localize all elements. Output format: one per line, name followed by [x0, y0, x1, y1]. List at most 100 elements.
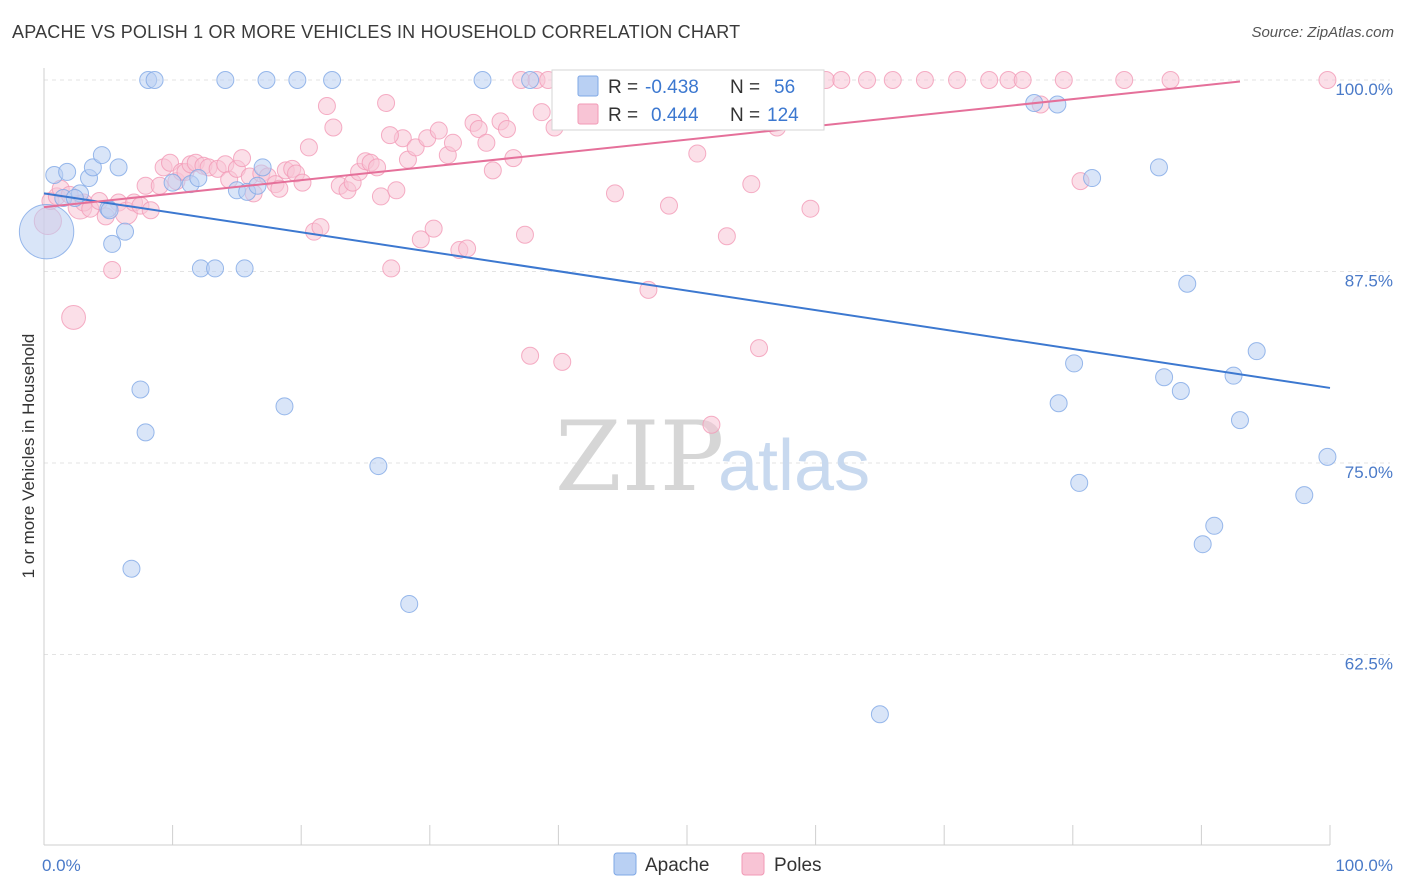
y-axis-label: 1 or more Vehicles in Household	[19, 334, 38, 579]
legend-apache-swatch	[613, 852, 637, 876]
apache-trend-line	[43, 192, 1331, 389]
x-tick-label: 100.0%	[1335, 856, 1393, 875]
apache-point	[1247, 342, 1266, 361]
stats-apache-r-label: R =	[608, 77, 638, 98]
chart-title: APACHE VS POLISH 1 OR MORE VEHICLES IN H…	[12, 22, 741, 42]
stats-apache-swatch	[577, 75, 599, 97]
poles-point	[532, 103, 551, 122]
apache-point	[109, 158, 128, 177]
apache-point	[275, 397, 294, 416]
poles-point	[377, 93, 396, 112]
apache-point	[116, 222, 135, 241]
apache-point	[131, 380, 150, 399]
apache-point	[216, 71, 235, 89]
apache-point	[1049, 394, 1068, 413]
poles-point	[497, 120, 516, 139]
poles-point	[483, 161, 502, 180]
apache-points	[18, 71, 1337, 724]
apache-point	[122, 559, 141, 578]
poles-point	[458, 239, 477, 258]
apache-point	[235, 259, 254, 278]
stats-poles-r-value: 0.444	[651, 105, 699, 126]
series-legend: Apache Poles	[613, 852, 822, 876]
stats-apache-n-value: 56	[774, 77, 795, 98]
y-tick-label: 100.0%	[1335, 80, 1393, 99]
poles-point	[429, 121, 448, 140]
poles-point	[521, 346, 540, 365]
apache-point	[100, 201, 119, 220]
poles-point	[324, 118, 343, 137]
stats-poles-r-label: R =	[608, 105, 638, 126]
poles-point	[233, 149, 252, 168]
stats-poles-n-value: 124	[767, 105, 799, 126]
apache-point	[257, 71, 276, 89]
stats-poles-n-label: N =	[730, 105, 760, 126]
poles-point	[915, 71, 934, 89]
apache-point	[473, 71, 492, 89]
source-label: Source: ZipAtlas.com	[1251, 24, 1394, 41]
poles-point	[477, 133, 496, 152]
poles-point	[293, 173, 312, 192]
poles-point	[717, 227, 736, 246]
stats-apache-n-label: N =	[730, 77, 760, 98]
poles-point	[382, 259, 401, 278]
poles-point	[411, 230, 430, 249]
apache-point	[136, 423, 155, 442]
apache-point	[253, 158, 272, 177]
poles-point	[688, 144, 707, 163]
apache-point	[1083, 169, 1102, 188]
apache-point	[870, 705, 889, 724]
apache-point	[92, 146, 111, 165]
apache-point	[1295, 486, 1314, 505]
poles-point	[659, 196, 678, 215]
apache-point	[1149, 158, 1168, 177]
poles-point	[424, 219, 443, 238]
poles-point	[553, 352, 572, 371]
poles-point	[948, 71, 967, 89]
apache-point	[1155, 368, 1174, 387]
poles-point	[469, 120, 488, 139]
apache-point	[145, 71, 164, 89]
poles-point	[380, 126, 399, 145]
apache-point	[323, 71, 342, 89]
apache-point	[1171, 381, 1190, 400]
poles-point	[883, 71, 902, 89]
poles-point	[750, 339, 769, 358]
apache-point	[1224, 366, 1243, 385]
poles-point	[317, 97, 336, 116]
apache-point	[1230, 411, 1249, 430]
apache-point	[521, 71, 540, 89]
apache-point	[1048, 95, 1067, 114]
poles-point	[1161, 71, 1180, 89]
apache-point	[1070, 473, 1089, 492]
apache-point	[18, 203, 75, 260]
legend-apache-label: Apache	[645, 855, 709, 876]
trend-lines	[43, 80, 1331, 389]
legend-poles-label: Poles	[774, 855, 822, 876]
watermark-zip: ZIP	[555, 401, 724, 513]
stats-poles-swatch	[577, 103, 599, 125]
poles-point	[605, 184, 624, 203]
apache-point	[189, 169, 208, 188]
poles-point	[515, 225, 534, 244]
y-tick-label: 62.5%	[1345, 655, 1393, 674]
poles-point	[387, 181, 406, 200]
x-tick-labels: 0.0% 100.0%	[42, 856, 1393, 875]
poles-point	[702, 415, 721, 434]
stats-legend: R = -0.438 N = 56 R = 0.444 N = 124	[551, 69, 825, 131]
poles-point	[858, 71, 877, 89]
apache-point	[206, 259, 225, 278]
apache-point	[1178, 274, 1197, 293]
poles-trend-line	[43, 80, 1241, 209]
poles-point	[311, 218, 330, 237]
poles-point	[270, 179, 289, 198]
y-tick-labels: 62.5% 75.0% 87.5% 100.0%	[1335, 80, 1393, 674]
apache-point	[1205, 516, 1224, 535]
stats-apache-r-value: -0.438	[645, 77, 699, 98]
apache-point	[1318, 447, 1337, 466]
poles-point	[1054, 71, 1073, 89]
poles-point	[61, 305, 86, 330]
apache-point	[369, 457, 388, 476]
y-tick-label: 87.5%	[1345, 272, 1393, 291]
